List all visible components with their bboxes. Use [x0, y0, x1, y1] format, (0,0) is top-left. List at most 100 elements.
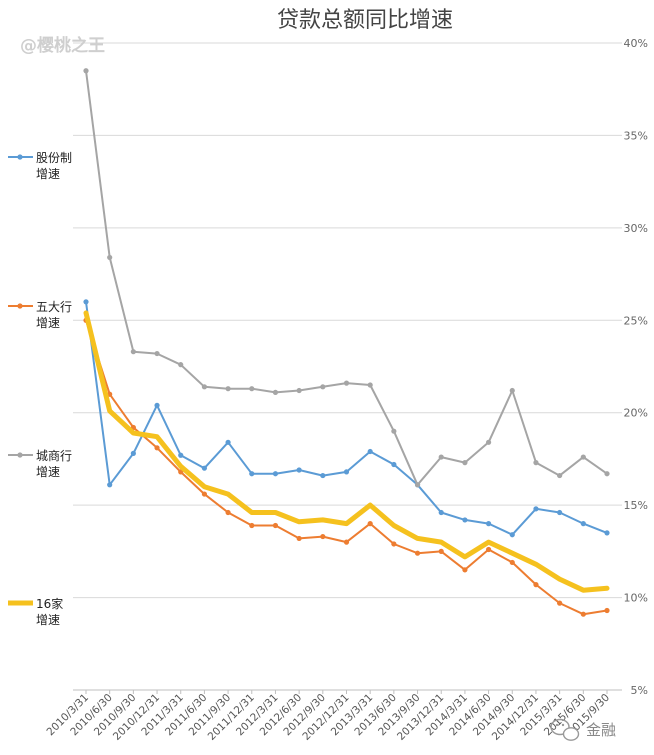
data-point — [557, 600, 563, 606]
data-point — [249, 522, 255, 529]
y-tick-label: 5% — [631, 684, 648, 697]
legend-marker — [17, 154, 23, 160]
data-point — [438, 454, 444, 460]
data-point — [438, 548, 444, 554]
data-point — [154, 445, 160, 451]
grid-lines — [73, 42, 622, 691]
data-point — [462, 460, 468, 466]
legend-label: 增速 — [36, 465, 60, 479]
data-point — [201, 384, 208, 390]
data-point — [249, 386, 255, 392]
y-tick-label: 15% — [624, 499, 648, 512]
data-point — [485, 521, 492, 527]
wechat-logo-icon — [550, 718, 580, 741]
data-point — [343, 380, 350, 386]
data-point — [201, 465, 208, 471]
y-tick-label: 25% — [624, 314, 648, 327]
data-point — [414, 550, 421, 556]
y-tick-label: 10% — [624, 592, 648, 605]
series-line — [83, 68, 610, 488]
data-point — [225, 509, 231, 516]
data-point — [391, 541, 397, 547]
data-point — [178, 452, 184, 458]
legend-label: 增速 — [36, 316, 60, 330]
data-point — [249, 471, 255, 477]
data-point — [580, 454, 586, 460]
series-path — [83, 310, 610, 593]
data-point — [580, 521, 586, 527]
data-point — [83, 68, 89, 74]
data-point — [462, 567, 468, 573]
data-point — [509, 559, 515, 566]
data-point — [225, 386, 231, 392]
data-point — [557, 472, 563, 479]
data-point — [272, 522, 279, 529]
data-point — [130, 349, 136, 355]
data-point — [533, 460, 539, 466]
legend-label: 城商行 — [36, 448, 72, 463]
data-point — [533, 506, 539, 512]
data-point — [533, 582, 539, 588]
legend-label: 16家 — [36, 596, 63, 611]
data-point — [414, 482, 421, 488]
data-point — [272, 471, 279, 477]
y-axis-ticks: 5% 10% 15% 20% 25% 30% 35% 40% — [624, 37, 648, 697]
data-point — [296, 467, 302, 473]
data-point — [343, 469, 350, 475]
data-point — [367, 382, 373, 388]
series-line — [83, 299, 610, 538]
data-point — [154, 402, 160, 408]
legend-label: 五大行 — [36, 300, 72, 314]
legend-label: 增速 — [36, 167, 60, 181]
data-point — [320, 533, 326, 540]
data-point — [485, 439, 492, 445]
data-point — [296, 535, 302, 542]
y-tick-label: 35% — [624, 129, 648, 142]
data-point — [178, 362, 184, 368]
data-point — [107, 482, 113, 488]
data-point — [367, 521, 373, 527]
y-tick-label: 20% — [624, 407, 648, 420]
series-lines — [83, 68, 610, 617]
data-point — [154, 350, 160, 357]
data-point — [272, 389, 279, 395]
legend-marker — [17, 303, 23, 309]
series-line — [83, 310, 610, 593]
chart-title: 贷款总额同比增速 — [277, 8, 453, 33]
data-point — [604, 471, 610, 477]
y-tick-label: 40% — [624, 37, 648, 50]
logo-text: 金融 — [586, 721, 616, 739]
data-point — [462, 517, 468, 523]
logo: 金融 — [550, 718, 616, 741]
data-point — [391, 428, 397, 434]
data-point — [438, 509, 444, 516]
data-point — [580, 611, 586, 617]
data-point — [343, 539, 350, 545]
y-tick-label: 30% — [624, 222, 648, 235]
data-point — [107, 254, 113, 261]
data-point — [604, 607, 610, 614]
data-point — [83, 299, 89, 305]
watermark: @樱桃之王 — [20, 35, 105, 56]
legend-label: 股份制 — [36, 151, 72, 165]
data-point — [509, 387, 515, 394]
series-line — [83, 317, 610, 617]
data-point — [485, 546, 492, 553]
data-point — [509, 532, 515, 538]
data-point — [201, 491, 208, 497]
data-point — [320, 472, 326, 479]
watermark-text: @樱桃之王 — [20, 35, 105, 56]
data-point — [320, 384, 326, 390]
data-point — [130, 450, 136, 456]
legend-marker — [17, 452, 23, 458]
data-point — [225, 439, 231, 445]
data-point — [391, 461, 397, 468]
legend-label: 增速 — [36, 613, 60, 627]
